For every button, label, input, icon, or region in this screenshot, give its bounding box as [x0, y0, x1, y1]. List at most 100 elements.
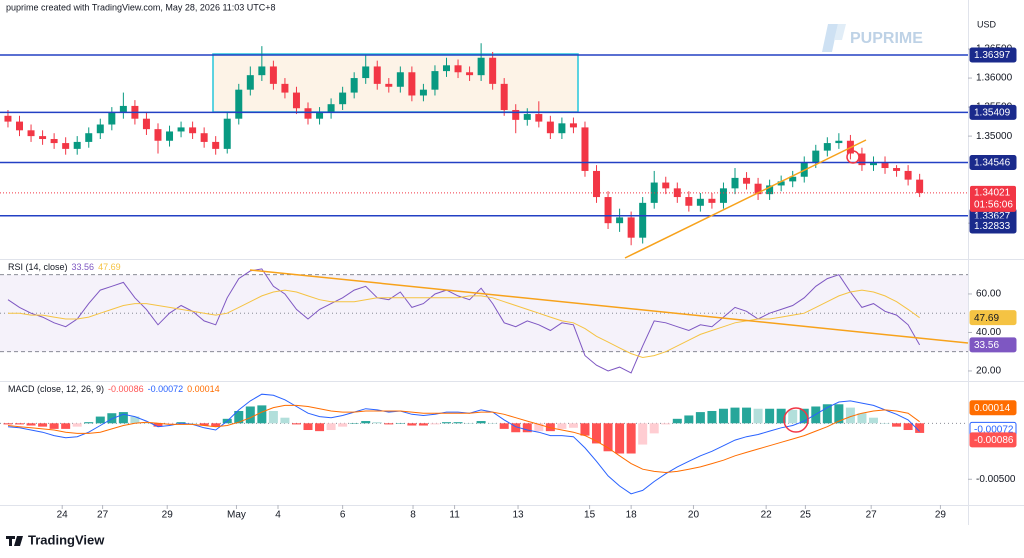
- candle-body: [304, 108, 312, 119]
- candle-body: [858, 153, 866, 166]
- histogram-bar: [915, 423, 925, 433]
- candle-body: [835, 140, 843, 144]
- histogram-bar: [776, 408, 786, 424]
- histogram-value-label-bg: [969, 432, 1017, 448]
- histogram-bar: [465, 423, 475, 424]
- histogram-bar: [257, 405, 267, 424]
- level-label: 1.34546: [974, 158, 1011, 169]
- histogram-bar: [684, 415, 694, 424]
- rsi-value-label-bg: [969, 337, 1017, 353]
- rsi-value-label-bg: [969, 310, 1017, 326]
- histogram-bar: [638, 423, 648, 445]
- x-tick-label: 18: [626, 510, 638, 521]
- candle-body: [696, 198, 704, 206]
- histogram-bar: [407, 423, 417, 426]
- histogram-bar: [188, 423, 198, 424]
- candle-body: [292, 92, 300, 109]
- candle-body: [523, 114, 531, 120]
- x-tick-label: May: [227, 510, 246, 521]
- candle-body: [408, 72, 416, 96]
- histogram-bar: [95, 416, 105, 424]
- candle-body: [154, 129, 162, 141]
- candle-body: [616, 217, 624, 224]
- logo-mark: [822, 24, 838, 52]
- histogram-bar: [545, 423, 555, 432]
- candle-body: [673, 188, 681, 198]
- x-tick-label: 27: [866, 510, 878, 521]
- histogram-bar: [303, 423, 313, 431]
- x-tick-label: 29: [935, 510, 947, 521]
- candle-body: [789, 176, 797, 182]
- countdown: 01:56:06: [974, 200, 1013, 211]
- x-tick-label: 25: [800, 510, 812, 521]
- histogram-bar: [557, 423, 567, 429]
- rsi-value-label: 33.56: [974, 340, 999, 351]
- histogram-bar: [61, 423, 71, 429]
- candle-body: [893, 168, 901, 171]
- histogram-bar: [176, 422, 186, 424]
- histogram-bar: [661, 423, 671, 425]
- candle-body: [166, 131, 174, 141]
- histogram-bar: [799, 408, 809, 424]
- level-label-bg: [969, 154, 1017, 170]
- candle-body: [454, 65, 462, 73]
- y-tick-label: 1.36000: [976, 73, 1013, 84]
- candle-body: [604, 197, 612, 224]
- histogram-bar: [592, 423, 602, 444]
- candle-body: [50, 139, 58, 144]
- candle-body: [27, 130, 35, 137]
- logo-mark: [834, 24, 846, 40]
- candle-body: [904, 170, 912, 180]
- candle-body: [719, 188, 727, 203]
- legend-value: -0.00086: [108, 384, 144, 394]
- histogram-bar: [141, 422, 151, 424]
- candle-body: [269, 66, 277, 84]
- candle-body: [396, 72, 404, 87]
- candle-body: [558, 123, 566, 134]
- histogram-bar: [765, 408, 775, 424]
- candle-body: [442, 65, 450, 72]
- histogram-bar: [753, 408, 763, 424]
- macd-value-label: -0.00072: [974, 424, 1014, 435]
- x-tick-label: 8: [410, 510, 416, 521]
- footer-logo: TradingView: [6, 532, 105, 547]
- candle-body: [639, 202, 647, 238]
- histogram-bar: [695, 412, 705, 424]
- histogram-bar: [72, 423, 82, 427]
- candle-body: [281, 83, 289, 93]
- x-tick-label: 15: [584, 510, 596, 521]
- histogram-bar: [130, 416, 140, 424]
- candle-body: [246, 75, 254, 90]
- histogram-bar: [788, 409, 798, 424]
- x-tick-label: 13: [512, 510, 524, 521]
- legend-value: 33.56: [72, 262, 95, 272]
- candle-body: [258, 66, 266, 76]
- histogram-bar: [834, 404, 844, 424]
- y-tick-label: -0.00500: [976, 474, 1016, 485]
- candle-body: [627, 217, 635, 238]
- candle-body: [212, 141, 220, 149]
- histogram-bar: [580, 423, 590, 436]
- trend-line: [624, 139, 867, 259]
- candle-body: [350, 78, 358, 93]
- histogram-bar: [361, 421, 371, 424]
- candle-body: [108, 112, 116, 125]
- histogram-bar: [730, 407, 740, 424]
- rsi-line: [8, 289, 920, 359]
- histogram-bar: [742, 407, 752, 424]
- histogram-bar: [868, 417, 878, 424]
- candle-body: [489, 57, 497, 84]
- last-price-label: 1.34021: [974, 188, 1011, 199]
- histogram-bar: [822, 404, 832, 424]
- candle-body: [73, 141, 81, 149]
- candle-body: [16, 121, 24, 131]
- macd-line: [7, 404, 920, 474]
- histogram-bar: [326, 423, 336, 431]
- histogram-bar: [626, 423, 636, 454]
- legend-value: -0.00072: [148, 384, 184, 394]
- candle-body: [916, 179, 924, 193]
- signal-value-label-bg: [969, 400, 1017, 416]
- candle-body: [708, 198, 716, 203]
- highlight-circle: [783, 407, 809, 433]
- histogram-bar: [153, 423, 163, 427]
